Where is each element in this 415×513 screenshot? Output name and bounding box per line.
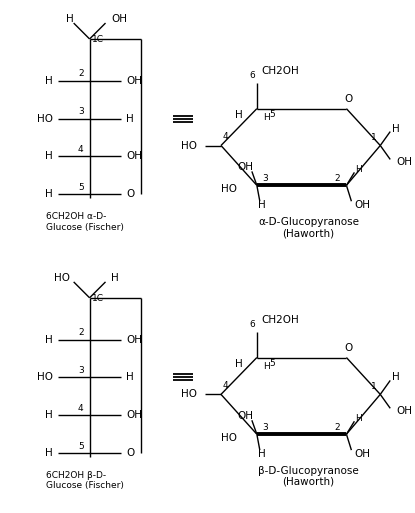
Text: H: H — [127, 372, 134, 383]
Text: CH2OH: CH2OH — [262, 66, 300, 76]
Text: α-D-Glucopyranose: α-D-Glucopyranose — [258, 217, 359, 227]
Text: OH: OH — [354, 200, 371, 210]
Text: H: H — [235, 110, 243, 120]
Text: OH: OH — [237, 163, 253, 172]
Text: HO: HO — [221, 433, 237, 443]
Text: 4: 4 — [222, 381, 228, 390]
Text: 5: 5 — [78, 442, 83, 450]
Text: 5: 5 — [269, 359, 275, 368]
Text: OH: OH — [396, 157, 412, 167]
Text: H: H — [258, 449, 266, 459]
Text: HO: HO — [37, 372, 53, 383]
Text: (Haworth): (Haworth) — [283, 477, 334, 487]
Text: O: O — [127, 448, 135, 458]
Text: 1: 1 — [371, 133, 377, 142]
Text: H: H — [235, 359, 243, 368]
Text: H: H — [263, 113, 270, 122]
Text: 3: 3 — [78, 366, 83, 375]
Text: H: H — [45, 189, 53, 199]
Text: OH: OH — [112, 14, 127, 24]
Text: OH: OH — [354, 449, 371, 459]
Text: (Haworth): (Haworth) — [283, 228, 334, 238]
Text: H: H — [258, 200, 266, 210]
Text: β-D-Glucopyranose: β-D-Glucopyranose — [258, 466, 359, 476]
Text: 4: 4 — [222, 132, 228, 141]
Text: HO: HO — [181, 141, 197, 150]
Text: 3: 3 — [78, 107, 83, 116]
Text: 1C: 1C — [92, 35, 104, 45]
Text: OH: OH — [127, 151, 142, 162]
Text: H: H — [355, 165, 362, 174]
Text: H: H — [392, 372, 400, 383]
Text: H: H — [127, 113, 134, 124]
Text: 5: 5 — [269, 110, 275, 119]
Text: OH: OH — [396, 406, 412, 416]
Text: 2: 2 — [78, 328, 83, 337]
Text: H: H — [45, 334, 53, 345]
Text: HO: HO — [37, 113, 53, 124]
Text: H: H — [263, 362, 270, 371]
Text: HO: HO — [181, 389, 197, 400]
Text: OH: OH — [127, 334, 142, 345]
Text: CH2OH: CH2OH — [262, 314, 300, 325]
Text: 6CH2OH β-D-: 6CH2OH β-D- — [46, 470, 106, 480]
Text: 4: 4 — [78, 145, 83, 154]
Text: HO: HO — [54, 273, 70, 283]
Text: OH: OH — [127, 76, 142, 86]
Text: O: O — [344, 343, 353, 352]
Text: 1C: 1C — [92, 294, 104, 303]
Text: HO: HO — [221, 184, 237, 194]
Text: 2: 2 — [334, 423, 340, 432]
Text: 6: 6 — [249, 71, 255, 81]
Text: H: H — [66, 14, 73, 24]
Text: Glucose (Fischer): Glucose (Fischer) — [46, 482, 124, 490]
Text: Glucose (Fischer): Glucose (Fischer) — [46, 223, 124, 232]
Text: H: H — [45, 410, 53, 420]
Text: O: O — [344, 94, 353, 104]
Text: O: O — [127, 189, 135, 199]
Text: 3: 3 — [262, 174, 268, 183]
Text: OH: OH — [237, 411, 253, 421]
Text: 4: 4 — [78, 404, 83, 413]
Text: 5: 5 — [78, 183, 83, 192]
Text: H: H — [45, 151, 53, 162]
Text: H: H — [112, 273, 119, 283]
Text: OH: OH — [127, 410, 142, 420]
Text: H: H — [392, 124, 400, 133]
Text: H: H — [355, 414, 362, 423]
Text: 1: 1 — [371, 382, 377, 391]
Text: 3: 3 — [262, 423, 268, 432]
Text: H: H — [45, 76, 53, 86]
Text: H: H — [45, 448, 53, 458]
Text: 2: 2 — [334, 174, 340, 183]
Text: 6CH2OH α-D-: 6CH2OH α-D- — [46, 212, 106, 221]
Text: 6: 6 — [249, 320, 255, 329]
Text: 2: 2 — [78, 69, 83, 78]
